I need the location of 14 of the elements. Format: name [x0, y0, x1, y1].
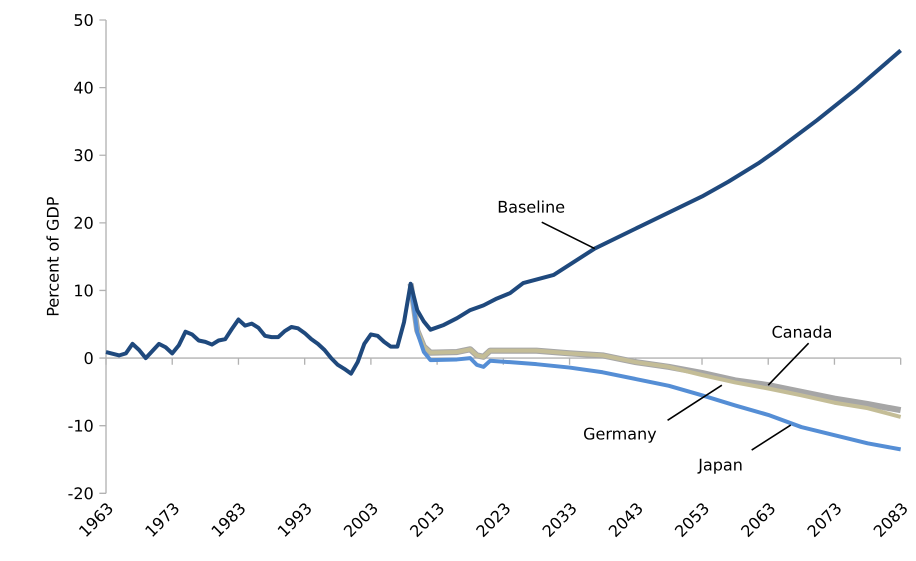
y-tick-label: -20: [68, 487, 93, 500]
text: Canada: [772, 325, 831, 338]
y-axis-title: Percent of GDP: [46, 196, 59, 316]
text: Germany: [584, 427, 656, 443]
y-tick-label: 0: [84, 352, 93, 364]
text: Japan: [697, 458, 742, 474]
y-tick-label: -10: [68, 420, 93, 432]
y-tick-label: 40: [74, 81, 93, 94]
text: Baseline: [498, 200, 564, 213]
line-series: [104, 48, 903, 376]
y-tick-label: 50: [74, 14, 93, 26]
y-tick-label: 20: [74, 216, 93, 229]
y-tick-label: 30: [74, 149, 93, 162]
y-tick-label: 10: [75, 284, 93, 296]
